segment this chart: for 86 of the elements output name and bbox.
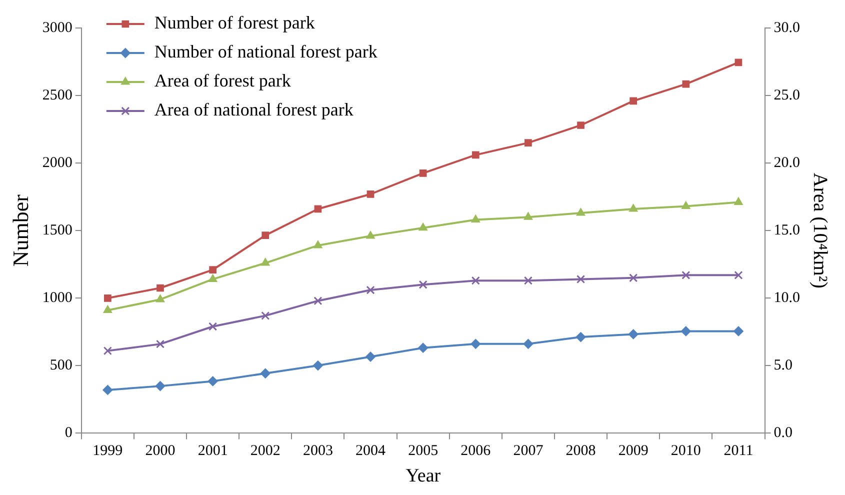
point [102, 384, 113, 395]
y-tick-label: 1000 [42, 290, 72, 306]
y2-tick-label: 25.0 [774, 87, 800, 104]
x-tick-label: 2002 [250, 443, 280, 460]
x-tick-label: 2011 [724, 443, 754, 460]
point [524, 212, 533, 220]
point [261, 311, 270, 320]
point [733, 326, 744, 336]
point [629, 274, 638, 282]
point [419, 170, 427, 177]
y2-tick-label: 5.0 [774, 358, 792, 374]
point [209, 266, 216, 274]
point [312, 360, 323, 371]
y2-tick-label: 10.0 [774, 290, 800, 306]
point [260, 368, 270, 378]
point [262, 232, 270, 240]
point [682, 201, 690, 210]
x-tick-label: 2009 [618, 443, 648, 460]
x-tick-label: 1999 [92, 443, 123, 460]
point [366, 190, 374, 198]
y2-axis-title: Area (10⁴km²) [808, 172, 831, 288]
y-tick-label: 1500 [42, 222, 72, 239]
point [734, 58, 742, 66]
x-tick-label: 2008 [566, 443, 596, 460]
x-tick-label: 2010 [670, 443, 701, 460]
point [156, 284, 164, 292]
point [628, 329, 638, 340]
point [366, 352, 376, 362]
point [103, 305, 112, 314]
point [104, 294, 112, 302]
point [418, 280, 428, 289]
point [680, 326, 691, 336]
point [366, 231, 375, 239]
point [208, 274, 218, 282]
y2-tick-label: 15.0 [774, 222, 800, 239]
point [682, 80, 690, 88]
legend-label: Number of national forest park [154, 42, 378, 62]
y-tick-label: 2500 [42, 87, 72, 104]
x-tick-label: 2001 [198, 443, 228, 460]
point [734, 270, 743, 280]
legend-label: Area of forest park [154, 70, 291, 91]
point [208, 322, 218, 331]
point [314, 240, 322, 248]
point [576, 208, 586, 216]
point [103, 346, 112, 356]
legend-label: Area of national forest park [154, 100, 354, 120]
point [314, 205, 322, 213]
x-tick-label: 2005 [408, 443, 438, 460]
point [630, 97, 638, 105]
x-tick-label: 2006 [460, 443, 492, 460]
point [470, 338, 481, 349]
y-axis-title: Number [8, 194, 33, 267]
point [472, 151, 480, 159]
point [576, 274, 586, 284]
x-tick-label: 2003 [302, 443, 333, 460]
point [366, 286, 375, 294]
x-tick-label: 2004 [356, 443, 386, 460]
x-tick-label: 2007 [513, 443, 544, 460]
y-tick-label: 3000 [42, 20, 72, 36]
y2-tick-label: 30.0 [774, 20, 800, 36]
point [156, 294, 165, 302]
point [418, 222, 428, 231]
point [523, 338, 534, 349]
point [577, 122, 584, 129]
point [260, 258, 270, 266]
point [155, 381, 166, 392]
point [314, 296, 322, 306]
y2-tick-label: 20.0 [774, 155, 800, 172]
y-tick-label: 500 [50, 358, 72, 374]
x-axis-title: Year [406, 466, 442, 487]
y-tick-label: 0 [64, 425, 72, 442]
point [471, 276, 480, 285]
legend-label: Number of forest park [154, 12, 315, 33]
point [682, 270, 690, 280]
point [628, 204, 638, 212]
point [208, 376, 218, 386]
point [734, 197, 743, 205]
point [576, 332, 586, 342]
point [471, 214, 480, 223]
y2-tick-label: 0.0 [774, 425, 792, 442]
point [524, 276, 532, 285]
y-tick-label: 2000 [42, 155, 72, 172]
x-tick-label: 2000 [145, 443, 176, 460]
point [524, 139, 532, 146]
point [418, 342, 428, 353]
point [156, 340, 165, 348]
